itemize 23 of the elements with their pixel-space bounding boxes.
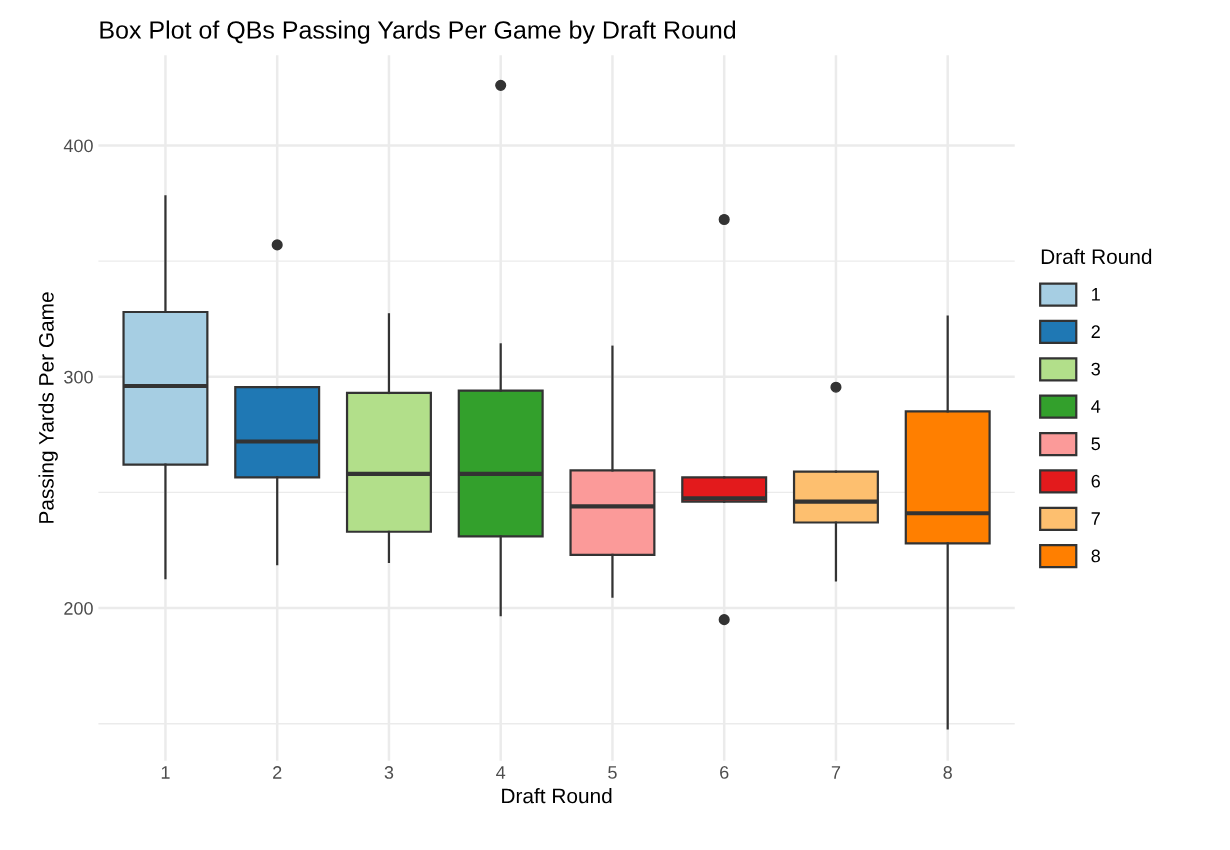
- y-tick-label: 400: [63, 139, 93, 153]
- y-axis-title: Passing Yards Per Game: [38, 292, 58, 523]
- legend-label: 6: [1091, 474, 1100, 488]
- legend-label: 5: [1091, 437, 1100, 451]
- x-tick-label: 6: [720, 766, 729, 779]
- legend-label: 3: [1091, 362, 1100, 376]
- x-tick-label: 4: [496, 766, 506, 779]
- legend-label: 4: [1091, 400, 1101, 413]
- x-tick-label: 2: [273, 766, 282, 779]
- legend-label: 2: [1091, 325, 1100, 338]
- x-tick-label: 5: [608, 766, 617, 779]
- x-tick-label: 3: [384, 766, 394, 779]
- x-axis-title: Draft Round: [502, 788, 612, 804]
- x-tick-label: 8: [943, 766, 952, 779]
- x-tick-label: 1: [161, 766, 170, 779]
- legend-label: 7: [1091, 512, 1100, 525]
- y-tick-label: 300: [64, 370, 93, 384]
- legend-title: Draft Round: [1041, 248, 1152, 265]
- legend-label: 8: [1091, 549, 1100, 563]
- chart-title: Box Plot of QBs Passing Yards Per Game by Draft Round: [100, 20, 736, 44]
- x-tick-label: 7: [831, 766, 841, 779]
- legend-label: 1: [1092, 288, 1100, 301]
- y-tick-label: 200: [64, 602, 93, 615]
